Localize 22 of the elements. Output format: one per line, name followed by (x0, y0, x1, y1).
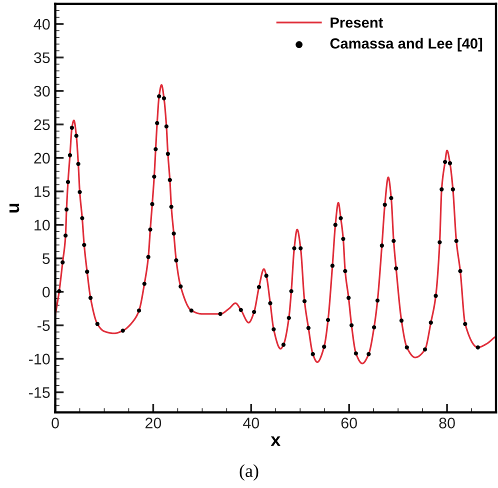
legend-label: Camassa and Lee [40] (330, 38, 482, 52)
x-axis-title: x (270, 436, 281, 446)
y-tick-label: 10 (34, 220, 50, 231)
x-tick-label: 20 (145, 418, 162, 428)
y-axis-title: u (10, 204, 20, 213)
y-tick-label: -15 (29, 387, 50, 398)
x-tick-label: 0 (52, 418, 59, 428)
y-tick-label: -10 (29, 354, 50, 364)
x-tick-label: 80 (439, 418, 455, 428)
y-tick-label: 15 (34, 186, 50, 198)
y-tick-label: 35 (34, 52, 50, 64)
y-tick-label: -5 (38, 320, 50, 331)
legend-label: Present (330, 18, 384, 28)
x-tick-label: 60 (341, 418, 357, 428)
y-tick-label: 25 (34, 119, 50, 130)
y-tick-label: 0 (42, 286, 50, 298)
y-tick-label: 5 (42, 253, 50, 264)
y-tick-label: 40 (34, 18, 50, 30)
y-tick-label: 30 (34, 86, 50, 97)
y-tick-label: 20 (34, 152, 50, 164)
text: (a) (240, 464, 258, 481)
x-tick-label: 40 (243, 418, 260, 428)
